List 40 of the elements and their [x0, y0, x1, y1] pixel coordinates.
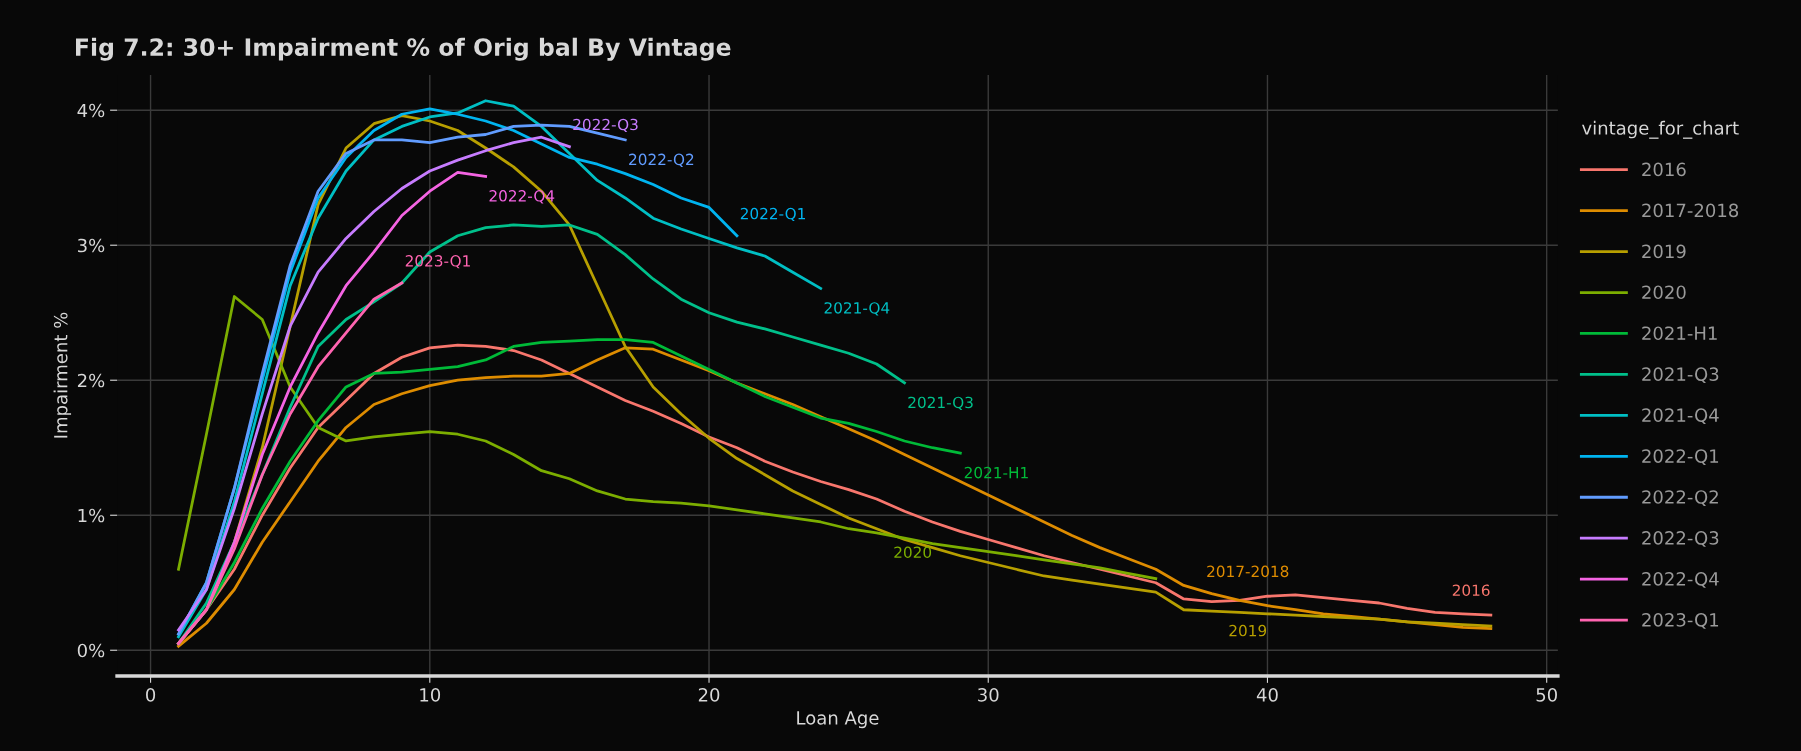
- annotation: 2016: [1452, 584, 1490, 597]
- line-series: [177, 135, 571, 632]
- x-tick-label: 0: [146, 688, 156, 702]
- legend-label: 2022-Q2: [1642, 490, 1718, 506]
- chart-title: Fig 7.2: 30+ Impairment % of Orig bal By Vintage: [76, 37, 731, 61]
- line-series: [177, 281, 404, 645]
- x-axis-title: Loan Age: [797, 711, 879, 729]
- legend-label: 2020: [1642, 285, 1686, 300]
- annotation: 2022-Q3: [573, 118, 638, 133]
- legend-label: 2016: [1642, 162, 1686, 177]
- x-tick-label: 20: [698, 688, 720, 702]
- line-series: [177, 295, 1158, 581]
- legend-label: 2023-Q1: [1642, 613, 1719, 629]
- x-tick-label: 30: [978, 688, 999, 702]
- legend-label: 2019: [1642, 244, 1686, 259]
- legend-label: 2022-Q1: [1642, 449, 1719, 465]
- legend-label: 2021-H1: [1642, 326, 1717, 341]
- x-tick-label: 10: [420, 688, 441, 702]
- x-tick-label: 50: [1536, 688, 1557, 702]
- legend-label: 2021-Q3: [1642, 367, 1719, 384]
- annotation: 2022-Q2: [629, 153, 694, 167]
- y-tick-label: 3%: [77, 238, 105, 253]
- y-tick-label: 0%: [77, 643, 105, 658]
- annotation: 2017-2018: [1207, 565, 1289, 578]
- legend-label: 2022-Q3: [1642, 531, 1719, 547]
- legend-label: 2022-Q4: [1642, 572, 1719, 588]
- annotation: 2021-Q4: [824, 302, 890, 316]
- annotation: 2019: [1229, 624, 1267, 637]
- y-tick-label: 1%: [78, 508, 105, 523]
- x-tick-label: 40: [1256, 688, 1278, 702]
- y-tick-label: 4%: [77, 103, 105, 118]
- legend-label: 2017-2018: [1642, 203, 1739, 218]
- annotation: 2022-Q1: [740, 207, 805, 222]
- annotation: 2021-H1: [964, 466, 1028, 479]
- y-axis-title: Impairment %: [53, 312, 72, 438]
- legend-title: vintage_for_chart: [1582, 120, 1739, 139]
- y-tick-label: 2%: [77, 373, 105, 388]
- annotation: 2021-Q3: [908, 396, 973, 410]
- annotation: 2020: [894, 546, 932, 559]
- legend-label: 2021-Q4: [1642, 408, 1719, 425]
